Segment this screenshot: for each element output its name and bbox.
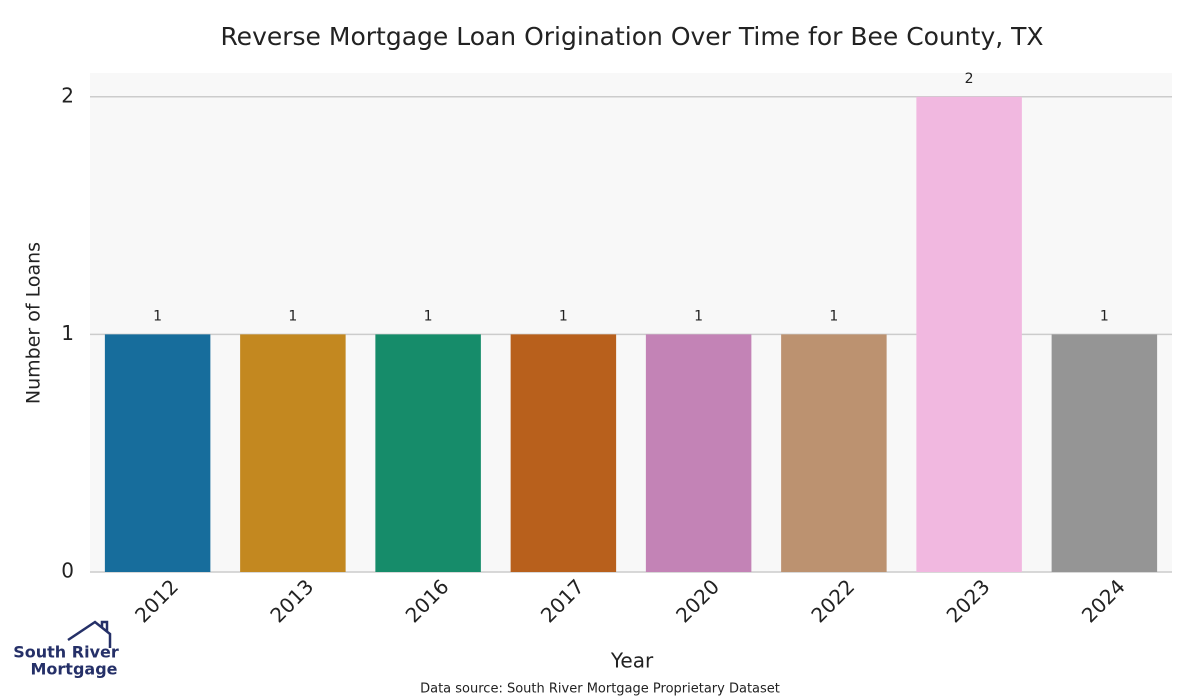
value-label: 1: [1100, 308, 1109, 324]
value-label: 1: [424, 308, 433, 324]
bar: [104, 334, 211, 572]
bar: [781, 334, 887, 572]
logo-text: South River: [13, 643, 119, 662]
y-tick-label: 0: [61, 559, 74, 583]
chart-title: Reverse Mortgage Loan Origination Over T…: [220, 22, 1043, 51]
bar: [645, 334, 752, 572]
bar: [510, 334, 617, 572]
bar: [375, 334, 481, 572]
x-tick-label: 2012: [130, 574, 183, 627]
x-tick-label: 2022: [806, 574, 859, 627]
x-tick-label: 2016: [401, 574, 454, 627]
value-label: 1: [829, 308, 838, 324]
y-axis-label: Number of Loans: [23, 242, 45, 404]
y-tick-label: 1: [61, 321, 74, 345]
value-label: 1: [694, 308, 703, 324]
x-tick-label: 2023: [942, 574, 995, 627]
bar: [240, 334, 346, 572]
logo-text: Mortgage: [30, 660, 117, 679]
logo: South River Mortgage: [13, 620, 119, 679]
x-tick-label: 2013: [265, 574, 318, 627]
value-label: 1: [153, 308, 162, 324]
y-tick-label: 2: [61, 83, 74, 107]
source-note: Data source: South River Mortgage Propri…: [420, 682, 780, 697]
logo-roof: [67, 620, 112, 648]
bar: [916, 96, 1022, 572]
value-label: 1: [288, 308, 297, 324]
value-label: 1: [559, 308, 568, 324]
value-label: 2: [965, 71, 974, 87]
x-tick-label: 2024: [1077, 574, 1130, 627]
bar: [1051, 334, 1158, 572]
x-tick-label: 2020: [671, 574, 724, 627]
x-tick-label: 2017: [536, 574, 589, 627]
x-axis-label: Year: [610, 649, 654, 673]
